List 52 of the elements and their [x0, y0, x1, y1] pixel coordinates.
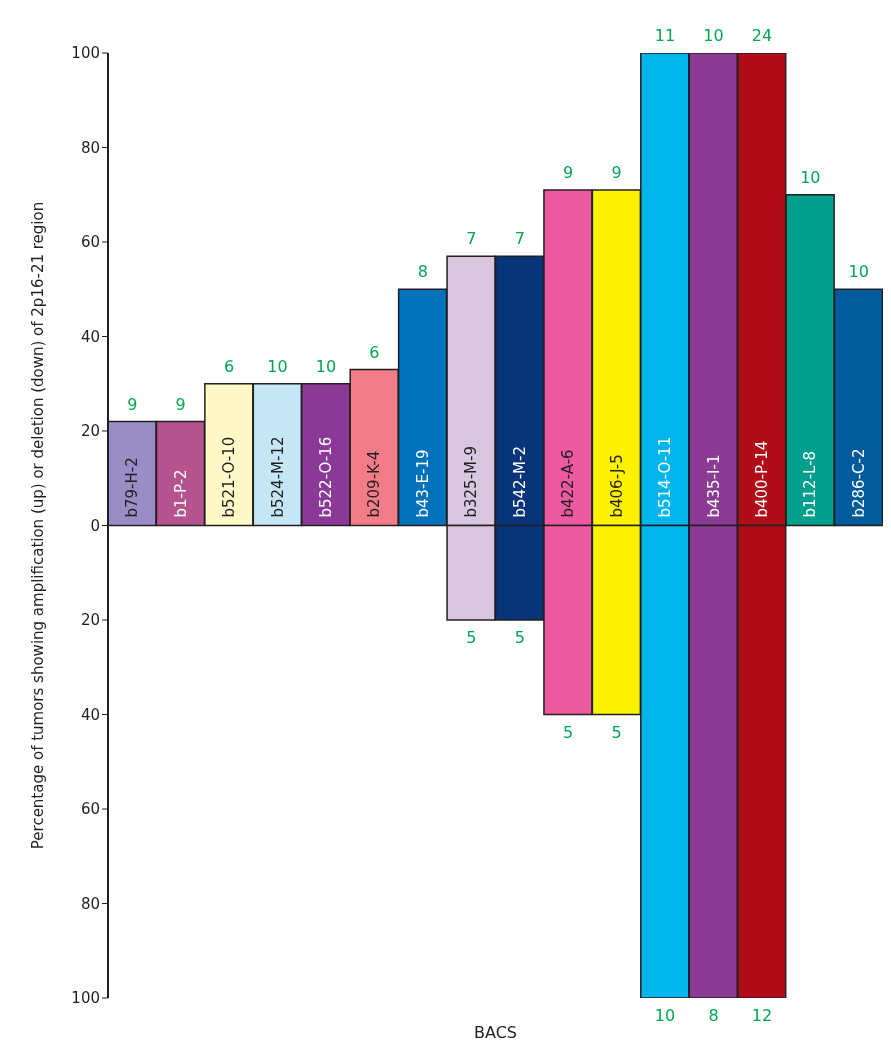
annotation: 10 — [654, 1006, 676, 1026]
x-tick-label: b79-H-2 — [123, 457, 142, 518]
x-tick-label: b209-K-4 — [365, 450, 384, 518]
x-tick-label: b325-M-9 — [462, 446, 481, 518]
x-axis-title: BACS — [474, 1023, 517, 1042]
y-tick-label: 80 — [80, 138, 100, 157]
annotation: 24 — [751, 26, 773, 45]
y-tick-label: 60 — [80, 233, 100, 252]
annotation: 9 — [127, 394, 138, 414]
y-tick-label: 100 — [71, 989, 100, 1008]
x-tick-label: b43-E-19 — [413, 449, 432, 518]
annotation: 9 — [175, 394, 186, 414]
annotation: 5 — [514, 628, 525, 648]
annotation: 7 — [466, 229, 477, 249]
annotation: 12 — [751, 1006, 773, 1026]
annotation: 10 — [267, 356, 288, 376]
y-tick-label: 0 — [90, 516, 100, 535]
x-tick-label: b286-C-2 — [849, 448, 868, 518]
x-tick-label: b514-O-11 — [656, 436, 675, 518]
y-tick-label: 20 — [80, 422, 100, 441]
x-tick-label: b524-M-12 — [268, 436, 287, 518]
annotation: 10 — [703, 26, 724, 45]
y-tick-label: 40 — [80, 705, 100, 724]
x-tick-label: b112-L-8 — [801, 450, 820, 518]
annotation: 10 — [315, 356, 337, 376]
annotation: 7 — [514, 229, 525, 249]
annotation: 10 — [848, 262, 869, 282]
x-tick-label: b542-M-2 — [510, 446, 529, 518]
y-tick-label: 40 — [80, 327, 100, 346]
x-tick-label: b522-O-16 — [317, 436, 335, 518]
annotation: 6 — [224, 356, 235, 376]
annotation: 10 — [800, 167, 821, 187]
y-tick-label: 60 — [80, 800, 100, 819]
y-tick-label: 100 — [71, 44, 100, 63]
x-tick-label: b422-A-6 — [559, 449, 578, 518]
y-tick-label: 80 — [80, 894, 100, 913]
x-tick-label: b400-P-14 — [752, 440, 771, 518]
annotation: 9 — [611, 163, 622, 183]
x-tick-label: b406-J-5 — [607, 454, 626, 518]
annotation: 8 — [417, 262, 428, 282]
annotation: 5 — [563, 722, 574, 742]
annotation: 11 — [654, 26, 676, 45]
x-tick-label: b435-I-1 — [704, 454, 723, 518]
annotation: 5 — [611, 722, 622, 742]
annotation: 6 — [369, 342, 380, 362]
annotation: 5 — [466, 628, 477, 648]
x-tick-label: b521-O-10 — [220, 436, 239, 518]
y-tick-label: 20 — [80, 611, 100, 630]
y-axis-title: Percentage of tumors showing amplification (up) or deletion (down) of 2p16-21 region — [29, 201, 48, 850]
x-tick-label: b1-P-2 — [171, 469, 190, 518]
annotation: 9 — [563, 163, 574, 183]
annotation: 8 — [708, 1006, 719, 1026]
